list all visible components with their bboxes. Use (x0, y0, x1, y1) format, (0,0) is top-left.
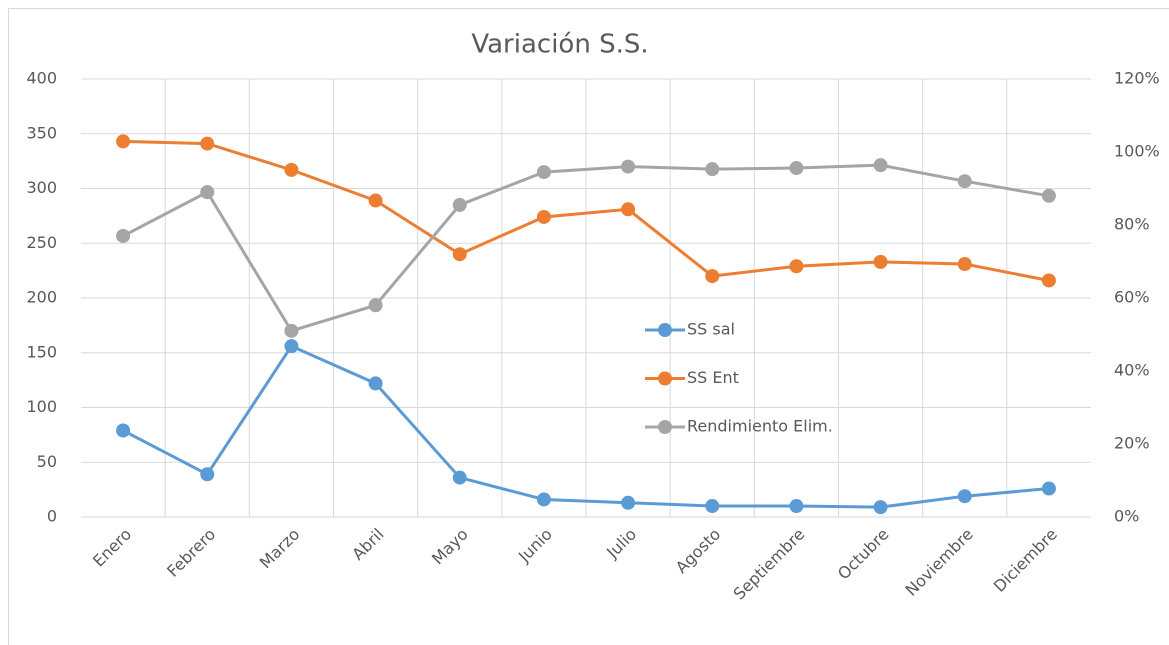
series-marker (368, 193, 383, 208)
series-marker (621, 159, 636, 174)
series-marker (705, 162, 720, 177)
series-marker (284, 323, 299, 338)
series-marker (368, 298, 383, 313)
series-marker (284, 339, 299, 354)
series-line (123, 139, 1050, 282)
chart-title: Variación S.S. (471, 30, 648, 60)
chart-frame (8, 8, 1169, 645)
series-marker (705, 499, 720, 514)
y2-tick-label: 60% (1114, 288, 1150, 307)
series-marker (621, 495, 636, 510)
series-marker (873, 500, 888, 515)
series-marker (1041, 188, 1056, 203)
series-marker (536, 209, 551, 224)
series-marker (200, 136, 215, 151)
legend-label: SS sal (687, 320, 735, 339)
y2-tick-label: 0% (1114, 507, 1139, 526)
series-marker (957, 489, 972, 504)
y-tick-label: 50 (37, 452, 57, 471)
series-marker (536, 165, 551, 180)
y-tick-label: 150 (26, 342, 57, 361)
legend-marker (658, 323, 672, 337)
series-marker (789, 499, 804, 514)
legend-marker (658, 371, 672, 386)
series-marker (116, 423, 131, 438)
series-marker (284, 162, 299, 177)
series-marker (452, 247, 467, 262)
series-marker (452, 470, 467, 485)
legend-label: SS Ent (687, 368, 739, 387)
legend-marker (658, 420, 672, 434)
y-tick-label: 200 (26, 288, 57, 307)
y-tick-label: 300 (26, 178, 57, 197)
series-marker (452, 197, 467, 212)
y2-tick-label: 100% (1114, 142, 1160, 161)
series-marker (789, 161, 804, 176)
series-marker (200, 185, 215, 200)
series-marker (957, 174, 972, 189)
series-line (122, 344, 1050, 509)
series-marker (873, 254, 888, 269)
series-marker (368, 376, 383, 391)
y-tick-label: 250 (26, 233, 57, 252)
y-tick-label: 350 (26, 123, 57, 142)
series-marker (1041, 273, 1056, 288)
y2-tick-label: 80% (1114, 215, 1150, 234)
y2-tick-label: 20% (1114, 434, 1150, 453)
series-marker (200, 467, 215, 482)
series-marker (621, 202, 636, 217)
y2-tick-label: 40% (1114, 361, 1150, 380)
series-marker (705, 269, 720, 284)
series-marker (957, 257, 972, 272)
series-marker (1041, 481, 1056, 496)
series-marker (536, 492, 551, 507)
legend-label: Rendimiento Elim. (687, 417, 833, 436)
series-marker (116, 228, 131, 243)
series-marker (116, 134, 131, 149)
series-marker (789, 259, 804, 274)
y-tick-label: 100 (26, 397, 57, 416)
y-tick-label: 0 (47, 507, 57, 526)
series-line (122, 163, 1050, 333)
y2-tick-label: 120% (1114, 69, 1160, 88)
series-marker (873, 158, 888, 173)
y-tick-label: 400 (26, 69, 57, 88)
